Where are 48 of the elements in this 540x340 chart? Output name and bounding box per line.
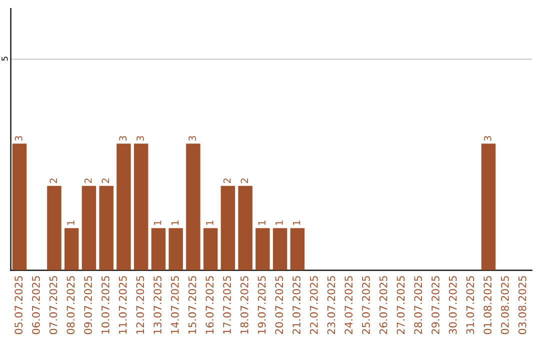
data-label: 1 [258,220,266,225]
x-tick-label: 18.07.2025 [240,276,248,334]
x-tick-label: 19.07.2025 [258,276,266,334]
x-tick-label: 26.07.2025 [379,276,388,334]
x-tick-label: 02.08.2025 [500,276,509,334]
x-tick-label: 10.07.2025 [101,276,110,334]
data-label: 1 [293,220,300,225]
x-tick-label: 23.07.2025 [327,276,336,334]
x-tick-label: 16.07.2025 [206,276,214,334]
data-label: 3 [136,136,144,141]
x-tick-label: 30.07.2025 [448,276,457,334]
data-label: 2 [102,178,110,184]
x-tick-label: 31.07.2025 [466,276,474,334]
x-tick-label: 12.07.2025 [136,276,144,334]
data-label: 1 [171,220,178,225]
x-tick-label: 25.07.2025 [362,276,370,334]
data-label: 3 [188,136,196,141]
x-tick-label: 11.07.2025 [118,276,127,334]
data-label: 2 [240,178,248,184]
x-tick-label: 09.07.2025 [84,276,92,334]
x-tick-label: 07.07.2025 [49,276,58,334]
x-tick-label: 08.07.2025 [66,276,75,334]
x-tick-label: 13.07.2025 [154,276,162,334]
x-tick-label: 17.07.2025 [223,276,231,334]
data-label: 1 [276,220,283,225]
x-tick-label: 24.07.2025 [344,276,353,334]
data-label: 2 [84,178,92,184]
data-label: 1 [154,220,162,225]
x-tick-label: 01.08.2025 [484,276,492,334]
x-tick-label: 22.07.2025 [310,276,318,334]
x-tick-label: 15.07.2025 [188,276,196,334]
x-tick-label: 05.07.2025 [14,276,23,334]
x-tick-label: 28.07.2025 [414,276,422,334]
x-tick-label: 03.08.2025 [518,276,526,334]
data-label: 1 [67,220,74,225]
x-tick-label: 14.07.2025 [170,276,179,334]
x-tick-label: 06.07.2025 [32,276,40,334]
data-label: 1 [206,220,214,225]
data-label: 2 [50,178,57,184]
x-tick-label: 20.07.2025 [275,276,284,334]
data-label: 2 [223,178,231,184]
x-tick-label: 29.07.2025 [432,276,440,334]
y-tick-label: 5 [2,56,8,61]
data-label: 3 [484,136,492,141]
x-tick-label: 21.07.2025 [292,276,300,334]
data-label: 3 [119,136,127,141]
data-label: 3 [14,136,22,141]
x-tick-label: 27.07.2025 [396,276,405,334]
